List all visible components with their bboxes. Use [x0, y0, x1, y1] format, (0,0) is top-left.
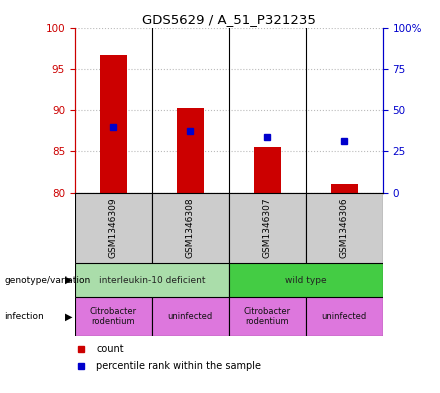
Text: count: count [96, 344, 124, 354]
Bar [229, 193, 306, 263]
Bar [152, 193, 229, 263]
Title: GDS5629 / A_51_P321235: GDS5629 / A_51_P321235 [142, 13, 316, 26]
Text: uninfected: uninfected [322, 312, 367, 321]
Text: ▶: ▶ [65, 275, 73, 285]
Bar [75, 263, 229, 297]
Bar [229, 297, 306, 336]
Bar [306, 297, 383, 336]
Text: genotype/variation: genotype/variation [4, 275, 91, 285]
Text: ▶: ▶ [65, 311, 73, 321]
Text: Citrobacter
rodentium: Citrobacter rodentium [90, 307, 137, 326]
Bar [75, 297, 152, 336]
Bar [229, 263, 383, 297]
Text: interleukin-10 deficient: interleukin-10 deficient [99, 275, 205, 285]
Text: GSM1346309: GSM1346309 [109, 198, 118, 258]
Text: Citrobacter
rodentium: Citrobacter rodentium [244, 307, 291, 326]
Text: percentile rank within the sample: percentile rank within the sample [96, 362, 261, 371]
Bar [254, 147, 281, 193]
Bar [331, 184, 358, 193]
Bar [177, 108, 204, 193]
Text: GSM1346307: GSM1346307 [263, 198, 272, 258]
Bar [152, 297, 229, 336]
Text: uninfected: uninfected [168, 312, 213, 321]
Bar [100, 55, 127, 193]
Bar [306, 193, 383, 263]
Bar [75, 193, 152, 263]
Text: GSM1346308: GSM1346308 [186, 198, 195, 258]
Text: infection: infection [4, 312, 44, 321]
Text: GSM1346306: GSM1346306 [340, 198, 349, 258]
Text: wild type: wild type [285, 275, 326, 285]
